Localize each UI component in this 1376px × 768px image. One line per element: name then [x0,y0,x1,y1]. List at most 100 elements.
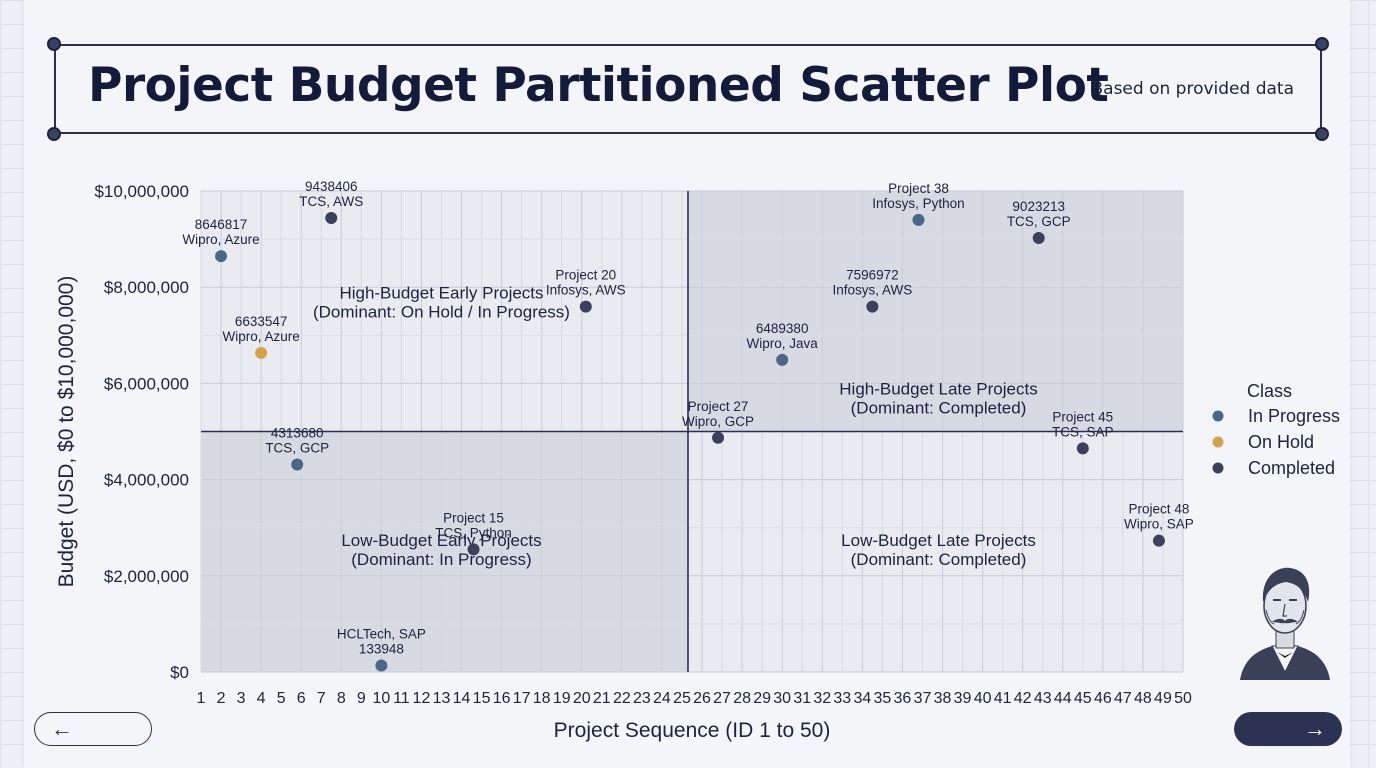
x-tick-label: 21 [593,690,611,707]
x-tick-label: 24 [653,690,671,707]
point-label: Wipro, Java [747,336,819,351]
y-tick-label: $4,000,000 [104,471,189,490]
x-tick-label: 2 [217,690,226,707]
x-tick-label: 8 [337,690,346,707]
quadrant-label: High-Budget Early Projects [339,283,543,302]
point-label: Infosys, AWS [832,283,912,298]
data-point [579,300,592,313]
point-label: TCS, SAP [1052,424,1114,439]
data-point [866,300,879,313]
data-point [1152,534,1165,547]
portrait-illustration [1240,567,1330,680]
x-tick-label: 40 [974,690,992,707]
x-tick-label: 19 [553,690,571,707]
x-tick-label: 1 [197,690,206,707]
quadrant-shade-high-late [687,191,1183,432]
x-tick-label: 44 [1054,690,1072,707]
x-tick-label: 35 [873,690,891,707]
point-label: Infosys, Python [872,196,964,211]
point-label: 4313680 [271,426,324,441]
x-tick-label: 45 [1074,690,1092,707]
x-tick-label: 26 [693,690,711,707]
point-label: TCS, Python [435,525,512,540]
frame-corner-dot [1315,37,1329,51]
x-tick-label: 49 [1154,690,1172,707]
data-point [712,431,725,444]
data-point [912,213,925,226]
x-tick-label: 39 [954,690,972,707]
legend-marker [1212,436,1224,448]
point-label: 9023213 [1012,199,1065,214]
point-label: TCS, GCP [1007,214,1071,229]
point-label: Wipro, SAP [1124,517,1194,532]
y-axis-label: Budget (USD, $0 to $10,000,000) [55,276,78,588]
x-tick-label: 25 [673,690,691,707]
legend-entry: In Progress [1248,406,1340,426]
point-label: Project 48 [1129,502,1190,517]
x-tick-label: 41 [994,690,1012,707]
data-point [215,250,228,263]
data-point [375,659,388,672]
previous-button[interactable]: ← [34,712,152,746]
point-label: Project 15 [443,510,504,525]
arrow-right-icon: → [1304,716,1326,741]
y-tick-label: $10,000,000 [94,182,189,201]
x-tick-label: 29 [753,690,771,707]
x-tick-label: 46 [1094,690,1112,707]
x-tick-label: 42 [1014,690,1032,707]
point-label: HCLTech, SAP [337,627,426,642]
x-tick-label: 27 [713,690,731,707]
quadrant-shade-low-early [201,431,688,672]
x-tick-label: 34 [853,690,871,707]
data-point [255,346,268,359]
x-tick-label: 18 [533,690,551,707]
x-tick-label: 7 [317,690,326,707]
quadrant-label: (Dominant: Completed) [851,398,1027,417]
x-tick-label: 48 [1134,690,1152,707]
x-tick-label: 33 [833,690,851,707]
x-tick-label: 10 [372,690,390,707]
arrow-left-icon: ← [51,716,73,741]
x-tick-label: 23 [633,690,651,707]
y-tick-label: $2,000,000 [104,567,189,586]
quadrant-label: Low-Budget Early Projects [341,531,541,550]
point-label: 133948 [359,642,404,657]
point-label: TCS, GCP [265,441,329,456]
x-tick-label: 30 [773,690,791,707]
frame-corner-dot [47,37,61,51]
legend-entry: Completed [1248,458,1335,478]
title-frame [54,44,1322,134]
quadrant-label: (Dominant: Completed) [851,550,1027,569]
data-point [467,543,480,556]
x-tick-label: 36 [894,690,912,707]
data-point [776,353,789,366]
x-tick-label: 38 [934,690,952,707]
point-label: Wipro, Azure [222,329,299,344]
legend-title: Class [1247,381,1292,401]
data-point [1076,442,1089,455]
x-tick-label: 28 [733,690,751,707]
quadrant-label: (Dominant: In Progress) [351,550,531,569]
point-label: 8646817 [195,217,248,232]
x-tick-label: 50 [1174,690,1192,707]
x-tick-label: 4 [257,690,266,707]
point-label: 9438406 [305,179,358,194]
next-button[interactable]: → [1234,712,1342,746]
data-point [1032,231,1045,244]
y-tick-label: $6,000,000 [104,374,189,393]
x-tick-label: 9 [357,690,366,707]
frame-corner-dot [47,127,61,141]
x-tick-label: 43 [1034,690,1052,707]
x-tick-label: 47 [1114,690,1132,707]
x-tick-label: 6 [297,690,306,707]
point-label: 7596972 [846,268,899,283]
frame-corner-dot [1315,127,1329,141]
x-tick-label: 11 [393,690,410,707]
point-label: Wipro, GCP [682,414,754,429]
x-tick-label: 20 [573,690,591,707]
x-tick-label: 12 [413,690,431,707]
point-label: TCS, AWS [299,194,363,209]
quadrant-label: (Dominant: On Hold / In Progress) [313,302,570,321]
x-tick-label: 16 [493,690,511,707]
